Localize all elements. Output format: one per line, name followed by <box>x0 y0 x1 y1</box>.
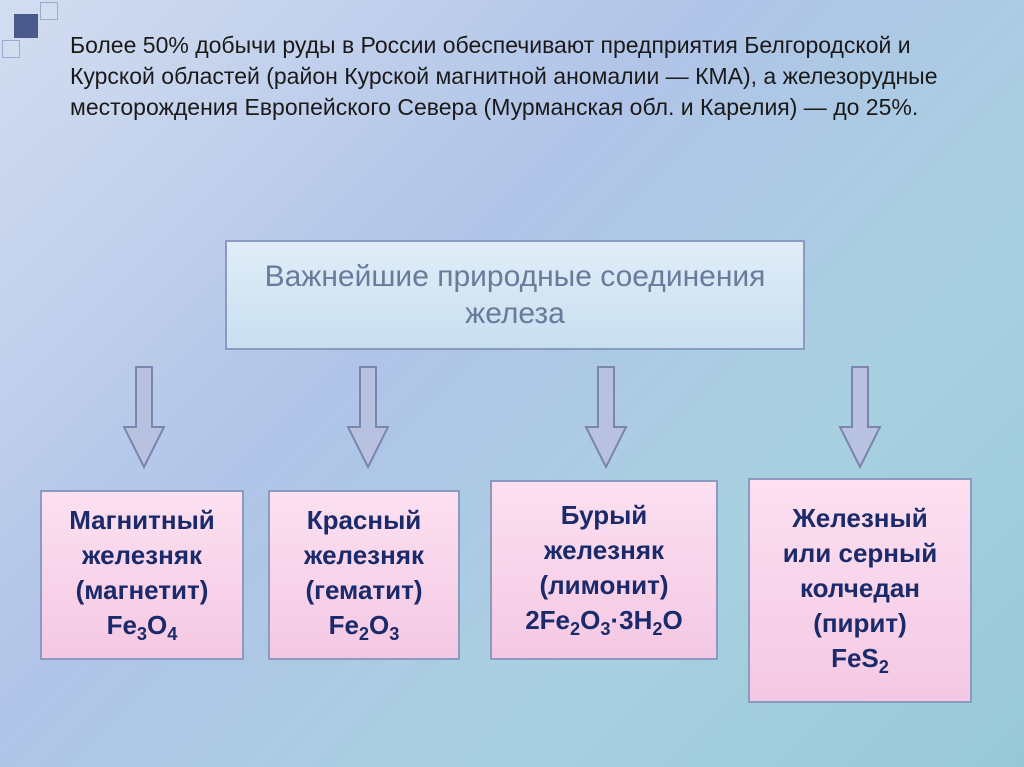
compound-box-1: Красныйжелезняк(гематит)Fe2O3 <box>268 490 460 660</box>
compound-line: (гематит) <box>305 573 422 608</box>
compound-line: железняк <box>82 538 202 573</box>
intro-paragraph: Более 50% добычи руды в России обеспечив… <box>70 30 960 123</box>
main-title-box: Важнейшие природные соединения железа <box>225 240 805 350</box>
arrows-container <box>0 365 1024 485</box>
compound-line: (лимонит) <box>539 568 668 603</box>
compound-formula: Fe2O3 <box>329 608 400 647</box>
compound-box-0: Магнитныйжелезняк(магнетит)Fe3O4 <box>40 490 244 660</box>
compound-line: колчедан <box>800 571 920 606</box>
compound-line: или серный <box>783 536 937 571</box>
corner-decoration <box>0 0 60 60</box>
compound-line: Бурый <box>561 498 648 533</box>
compound-formula: Fe3O4 <box>107 608 178 647</box>
compound-line: железняк <box>304 538 424 573</box>
compound-formula: FeS2 <box>831 641 889 680</box>
compound-line: Железный <box>792 501 927 536</box>
compound-box-2: Бурыйжелезняк(лимонит)2Fe2O3·3H2O <box>490 480 718 660</box>
compound-line: (магнетит) <box>76 573 209 608</box>
compound-line: Красный <box>307 503 422 538</box>
compound-line: (пирит) <box>813 606 907 641</box>
compound-line: железняк <box>544 533 664 568</box>
arrow-down-icon <box>584 365 628 470</box>
compound-formula: 2Fe2O3·3H2O <box>525 603 683 642</box>
arrow-down-icon <box>122 365 166 470</box>
arrow-down-icon <box>838 365 882 470</box>
compound-box-3: Железныйили серныйколчедан(пирит)FeS2 <box>748 478 972 703</box>
arrow-down-icon <box>346 365 390 470</box>
compound-line: Магнитный <box>69 503 215 538</box>
